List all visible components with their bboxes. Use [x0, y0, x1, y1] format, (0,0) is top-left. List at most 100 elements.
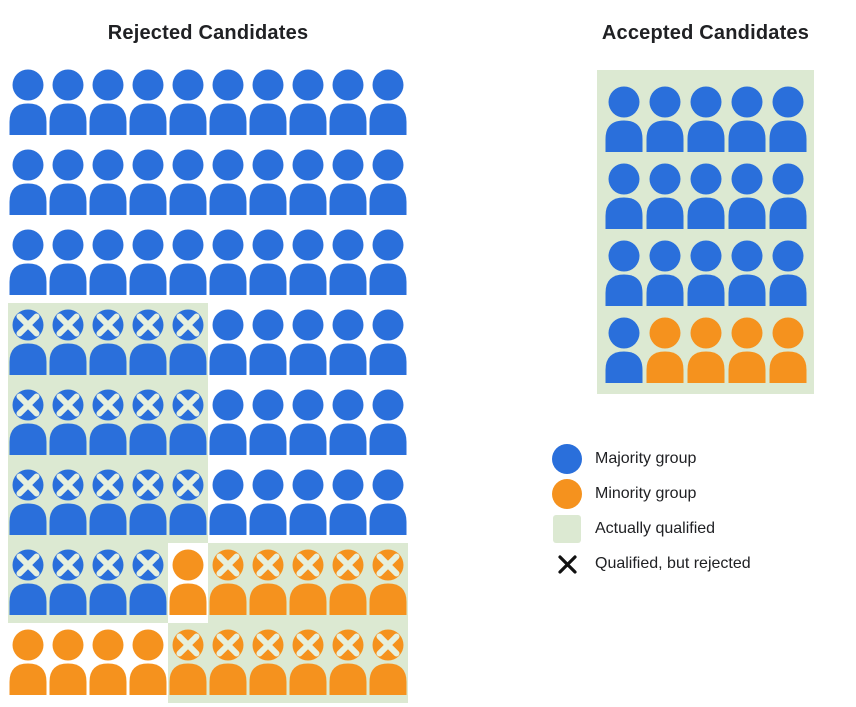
- candidate-majority-qualified-rejected: [48, 383, 88, 463]
- candidate-minority-qualified: [767, 309, 808, 386]
- candidate-majority-qualified-rejected: [128, 303, 168, 383]
- person-icon: [369, 469, 407, 535]
- person-icon: [89, 309, 127, 375]
- person-icon: [646, 240, 683, 306]
- person-icon: [329, 309, 367, 375]
- candidate-majority-qualified: [726, 232, 767, 309]
- person-icon: [169, 149, 207, 215]
- candidate-majority: [168, 223, 208, 303]
- candidate-majority: [48, 223, 88, 303]
- person-icon: [249, 549, 287, 615]
- person-icon: [646, 163, 683, 229]
- person-icon: [769, 317, 806, 383]
- candidate-majority-qualified-rejected: [48, 463, 88, 543]
- person-icon: [49, 469, 87, 535]
- person-icon: [249, 629, 287, 695]
- candidate-majority-qualified-rejected: [128, 383, 168, 463]
- person-icon: [329, 389, 367, 455]
- legend: Majority group Minority group Actually qua…: [552, 444, 751, 584]
- person-icon: [249, 309, 287, 375]
- candidate-majority: [208, 303, 248, 383]
- legend-label: Majority group: [595, 450, 697, 467]
- candidate-majority: [368, 303, 408, 383]
- candidate-majority: [168, 63, 208, 143]
- candidate-majority-qualified-rejected: [48, 303, 88, 383]
- candidate-majority: [328, 63, 368, 143]
- person-icon: [687, 86, 724, 152]
- candidate-majority: [48, 63, 88, 143]
- person-icon: [249, 149, 287, 215]
- person-icon: [769, 86, 806, 152]
- person-icon: [49, 629, 87, 695]
- person-icon: [209, 389, 247, 455]
- candidate-majority: [48, 143, 88, 223]
- candidate-majority: [88, 63, 128, 143]
- candidate-majority-qualified-rejected: [88, 463, 128, 543]
- candidate-minority: [48, 623, 88, 703]
- person-icon: [129, 149, 167, 215]
- candidate-majority: [208, 383, 248, 463]
- legend-label: Actually qualified: [595, 520, 716, 537]
- person-icon: [169, 549, 207, 615]
- person-icon: [369, 149, 407, 215]
- person-icon: [369, 389, 407, 455]
- rejected-candidates-grid: [8, 63, 408, 703]
- candidate-majority-qualified-rejected: [88, 543, 128, 623]
- candidate-majority: [288, 463, 328, 543]
- legend-item-x-mark: Qualified, but rejected: [552, 549, 751, 579]
- candidate-majority: [248, 463, 288, 543]
- qualified-square-icon: [552, 514, 582, 544]
- person-icon: [89, 469, 127, 535]
- person-icon: [728, 163, 765, 229]
- person-icon: [209, 469, 247, 535]
- candidate-minority: [88, 623, 128, 703]
- person-icon: [687, 163, 724, 229]
- candidate-majority: [368, 143, 408, 223]
- candidate-minority-qualified-rejected: [368, 543, 408, 623]
- person-icon: [9, 389, 47, 455]
- candidate-majority-qualified: [644, 232, 685, 309]
- candidate-majority: [288, 303, 328, 383]
- candidate-majority-qualified-rejected: [8, 383, 48, 463]
- person-icon: [89, 69, 127, 135]
- person-icon: [209, 309, 247, 375]
- candidate-majority: [208, 143, 248, 223]
- candidate-minority-qualified: [644, 309, 685, 386]
- person-icon: [209, 549, 247, 615]
- candidate-minority-qualified-rejected: [328, 623, 368, 703]
- candidate-majority-qualified-rejected: [48, 543, 88, 623]
- candidate-majority-qualified-rejected: [88, 383, 128, 463]
- rejected-panel-title: Rejected Candidates: [107, 22, 309, 44]
- person-icon: [9, 469, 47, 535]
- person-icon: [369, 629, 407, 695]
- candidate-majority-qualified-rejected: [88, 303, 128, 383]
- legend-item-minority-circle: Minority group: [552, 479, 751, 509]
- person-icon: [329, 69, 367, 135]
- person-icon: [129, 69, 167, 135]
- person-icon: [687, 317, 724, 383]
- candidate-majority: [208, 463, 248, 543]
- candidate-majority: [288, 63, 328, 143]
- legend-item-qualified-square: Actually qualified: [552, 514, 751, 544]
- person-icon: [49, 549, 87, 615]
- person-icon: [9, 629, 47, 695]
- person-icon: [129, 549, 167, 615]
- candidate-minority-qualified-rejected: [208, 543, 248, 623]
- candidate-majority: [208, 63, 248, 143]
- person-icon: [687, 240, 724, 306]
- person-icon: [129, 469, 167, 535]
- person-icon: [49, 309, 87, 375]
- person-icon: [646, 317, 683, 383]
- person-icon: [89, 229, 127, 295]
- person-icon: [89, 549, 127, 615]
- candidate-majority: [8, 223, 48, 303]
- person-icon: [169, 629, 207, 695]
- person-icon: [289, 309, 327, 375]
- candidate-majority-qualified-rejected: [168, 303, 208, 383]
- candidate-majority: [8, 143, 48, 223]
- person-icon: [89, 629, 127, 695]
- candidate-majority: [288, 143, 328, 223]
- person-icon: [249, 69, 287, 135]
- person-icon: [209, 629, 247, 695]
